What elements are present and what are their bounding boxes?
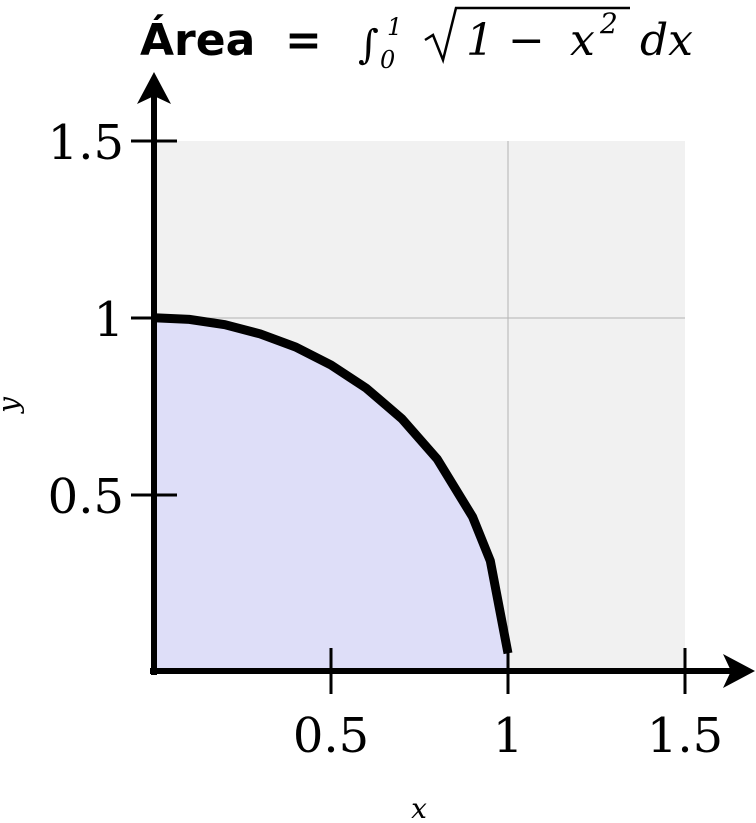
area-fill — [154, 317, 508, 671]
y-ticks: 1.5 1 0.5 — [48, 115, 177, 525]
title-x: x — [570, 15, 595, 66]
y-tick-label: 1 — [93, 292, 124, 348]
title-one: 1 — [466, 15, 494, 66]
title-integral: ∫ — [358, 22, 379, 68]
x-tick-label: 0.5 — [293, 708, 369, 764]
title-radical-sign — [424, 6, 630, 65]
title-upper-limit: 1 — [387, 13, 402, 41]
grid — [154, 141, 685, 671]
axes — [137, 72, 755, 688]
x-tick-label: 1.5 — [647, 708, 723, 764]
curve-line — [153, 313, 513, 655]
y-tick-label: 1.5 — [48, 115, 124, 171]
title-minus: − — [508, 15, 545, 66]
title-power: 2 — [599, 7, 618, 40]
x-axis-label: x — [411, 792, 427, 823]
title-equals: = — [285, 15, 322, 66]
y-tick-label: 0.5 — [48, 469, 124, 525]
title-lower-limit: 0 — [380, 46, 395, 74]
x-tick-label: 1 — [493, 708, 524, 764]
x-axis-arrow — [723, 654, 755, 688]
title-word: Área — [140, 13, 255, 66]
title-dx: dx — [640, 15, 693, 66]
y-axis-label: y — [0, 396, 25, 415]
chart-title: Área = ∫ 1 0 1 − x 2 dx — [140, 6, 693, 74]
x-ticks: 0.5 1 1.5 — [293, 648, 723, 764]
y-axis-arrow — [137, 72, 171, 104]
